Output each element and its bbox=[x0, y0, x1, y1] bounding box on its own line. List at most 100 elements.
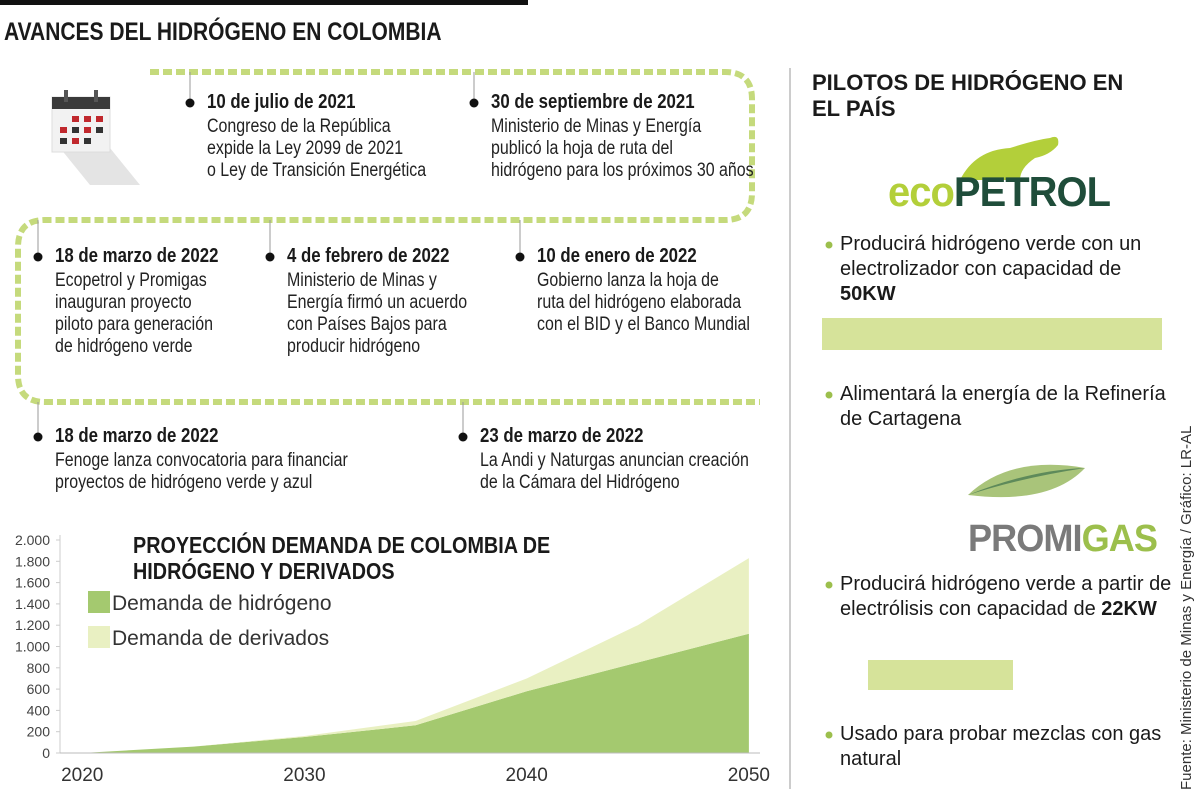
area bbox=[82, 633, 749, 753]
chart-title: PROYECCIÓN DEMANDA DE COLOMBIA DE HIDRÓG… bbox=[133, 532, 551, 584]
event-content: 18 de marzo de 2022 Fenoge lanza convocat… bbox=[55, 425, 348, 494]
bullet-text: Producirá hidrógeno verde a partir de el… bbox=[840, 573, 1172, 620]
legend-label: Demanda de hidrógeno bbox=[112, 592, 332, 615]
event-line: o Ley de Transición Energética bbox=[207, 160, 427, 181]
event-content: 18 de marzo de 2022 Ecopetrol y Promigas i… bbox=[55, 245, 218, 358]
event-line: publicó la hoja de ruta del bbox=[491, 138, 673, 159]
bullet-dot bbox=[825, 581, 833, 589]
source: Fuente: Ministerio de Minas y Energía / … bbox=[1178, 425, 1195, 789]
x-tick-label: 2020 bbox=[61, 765, 103, 786]
x-tick-label: 2030 bbox=[283, 765, 325, 786]
legend-swatch bbox=[88, 626, 110, 648]
event-line: hidrógeno para los próximos 30 años bbox=[491, 160, 754, 181]
legend-swatch bbox=[88, 591, 110, 613]
x-tick-label: 2040 bbox=[506, 765, 548, 786]
event-line: con el BID y el Banco Mundial bbox=[537, 314, 750, 335]
timeline-event: 30 de septiembre de 2021 Ministerio de Mi… bbox=[491, 91, 804, 182]
event-line: Fenoge lanza convocatoria para financiar bbox=[55, 450, 348, 471]
event-line: proyectos de hidrógeno verde y azul bbox=[55, 472, 313, 493]
bullet-dot bbox=[825, 731, 833, 739]
top-rule bbox=[0, 0, 528, 5]
timeline-event: 10 de julio de 2021 Congreso de la Repúbl… bbox=[207, 91, 468, 182]
bullet: Alimentará la energía de la Refinería de… bbox=[840, 382, 1180, 432]
y-tick-label: 1.600 bbox=[15, 575, 50, 591]
event-date: 4 de febrero de 2022 bbox=[287, 245, 450, 267]
promigas-leaf bbox=[968, 464, 1085, 498]
timeline-dot bbox=[185, 98, 195, 108]
event-content: 10 de enero de 2022 Gobierno lanza la hoj… bbox=[537, 245, 750, 336]
event-content: 4 de febrero de 2022 Ministerio de Minas … bbox=[287, 245, 467, 358]
timeline-event: 18 de marzo de 2022 Fenoge lanza convocat… bbox=[55, 425, 404, 494]
event-content: 10 de julio de 2021 Congreso de la Repúbl… bbox=[207, 91, 426, 182]
event-line: Ecopetrol y Promigas bbox=[55, 270, 207, 291]
event-date: 10 de enero de 2022 bbox=[537, 245, 697, 267]
capacity: 50KW bbox=[840, 283, 896, 305]
legend-label: Demanda de derivados bbox=[112, 627, 329, 650]
y-tick-label: 0 bbox=[42, 745, 50, 761]
logo-part: PROMI bbox=[968, 518, 1083, 560]
event-line: de hidrógeno verde bbox=[55, 336, 193, 357]
y-tick-label: 200 bbox=[27, 724, 51, 740]
event-line: expide la Ley 2099 de 2021 bbox=[207, 138, 404, 159]
timeline-event: 10 de enero de 2022 Gobierno lanza la hoj… bbox=[537, 245, 790, 336]
event-content: 30 de septiembre de 2021 Ministerio de Mi… bbox=[491, 91, 754, 182]
capacity-bar bbox=[822, 318, 1162, 350]
event-line: Ministerio de Minas y bbox=[287, 270, 437, 291]
event-date: 30 de septiembre de 2021 bbox=[491, 91, 695, 113]
event-line: ruta del hidrógeno elaborada bbox=[537, 292, 742, 313]
event-line: La Andi y Naturgas anuncian creación bbox=[480, 450, 749, 471]
bullet-text: Alimentará la energía de la Refinería de… bbox=[840, 383, 1166, 430]
x-tick-label: 2050 bbox=[728, 765, 770, 786]
event-date: 18 de marzo de 2022 bbox=[55, 425, 219, 447]
y-tick-label: 800 bbox=[27, 660, 51, 676]
event-date: 18 de marzo de 2022 bbox=[55, 245, 219, 267]
y-tick-label: 1.200 bbox=[15, 617, 50, 633]
timeline-dot bbox=[33, 252, 43, 262]
bullet: Usado para probar mezclas con gas natura… bbox=[840, 722, 1180, 772]
y-tick-label: 1.000 bbox=[15, 639, 50, 655]
event-line: Gobierno lanza la hoja de bbox=[537, 270, 719, 291]
timeline-event: 23 de marzo de 2022 La Andi y Naturgas an… bbox=[480, 425, 800, 494]
bullet-dot bbox=[825, 241, 833, 249]
timeline-event: 18 de marzo de 2022 Ecopetrol y Promigas i… bbox=[55, 245, 250, 358]
company-logo: ecoPETROL bbox=[888, 168, 1111, 216]
event-line: Ministerio de Minas y Energía bbox=[491, 116, 702, 137]
timeline-path bbox=[15, 69, 760, 405]
timeline-dot bbox=[515, 252, 525, 262]
y-tick-label: 600 bbox=[27, 681, 51, 697]
bullet-dot bbox=[825, 391, 833, 399]
y-tick-label: 1.400 bbox=[15, 596, 50, 612]
event-line: piloto para generación bbox=[55, 314, 213, 335]
event-content: 23 de marzo de 2022 La Andi y Naturgas an… bbox=[480, 425, 749, 494]
capacity: 22KW bbox=[1101, 598, 1157, 620]
y-tick-label: 2.000 bbox=[15, 532, 50, 548]
capacity-bar bbox=[868, 660, 1013, 690]
area bbox=[82, 558, 749, 753]
y-tick-label: 1.800 bbox=[15, 553, 50, 569]
event-date: 10 de julio de 2021 bbox=[207, 91, 356, 113]
logo-part: eco bbox=[888, 168, 955, 215]
event-line: de la Cámara del Hidrógeno bbox=[480, 472, 680, 493]
pilots-title: PILOTOS DE HIDRÓGENO EN EL PAÍS bbox=[812, 70, 1124, 121]
event-date: 23 de marzo de 2022 bbox=[480, 425, 644, 447]
bullet-text: Usado para probar mezclas con gas natura… bbox=[840, 723, 1162, 770]
event-line: inauguran proyecto bbox=[55, 292, 192, 313]
iguana bbox=[960, 136, 1059, 180]
event-line: Congreso de la República bbox=[207, 116, 391, 137]
title-text: AVANCES DEL HIDRÓGENO EN COLOMBIA bbox=[4, 18, 442, 46]
timeline-event: 4 de febrero de 2022 Ministerio de Minas … bbox=[287, 245, 501, 358]
chart: 0 200 400 600 800 1.000 1.200 1.400 1.600 1.800 2.… bbox=[15, 532, 770, 786]
page-title: AVANCES DEL HIDRÓGENO EN COLOMBIA bbox=[4, 18, 525, 47]
timeline-dot bbox=[469, 98, 479, 108]
timeline-dot bbox=[33, 432, 43, 442]
timeline-dot bbox=[265, 252, 275, 262]
y-tick-label: 400 bbox=[27, 702, 51, 718]
bullet: Producirá hidrógeno verde con un electro… bbox=[840, 232, 1180, 307]
company-logo: PROMIGAS bbox=[968, 518, 1158, 561]
event-line: con Países Bajos para bbox=[287, 314, 447, 335]
bullet-text: Producirá hidrógeno verde con un electro… bbox=[840, 233, 1142, 280]
event-line: Energía firmó un acuerdo bbox=[287, 292, 468, 313]
logo-part: GAS bbox=[1081, 518, 1158, 560]
